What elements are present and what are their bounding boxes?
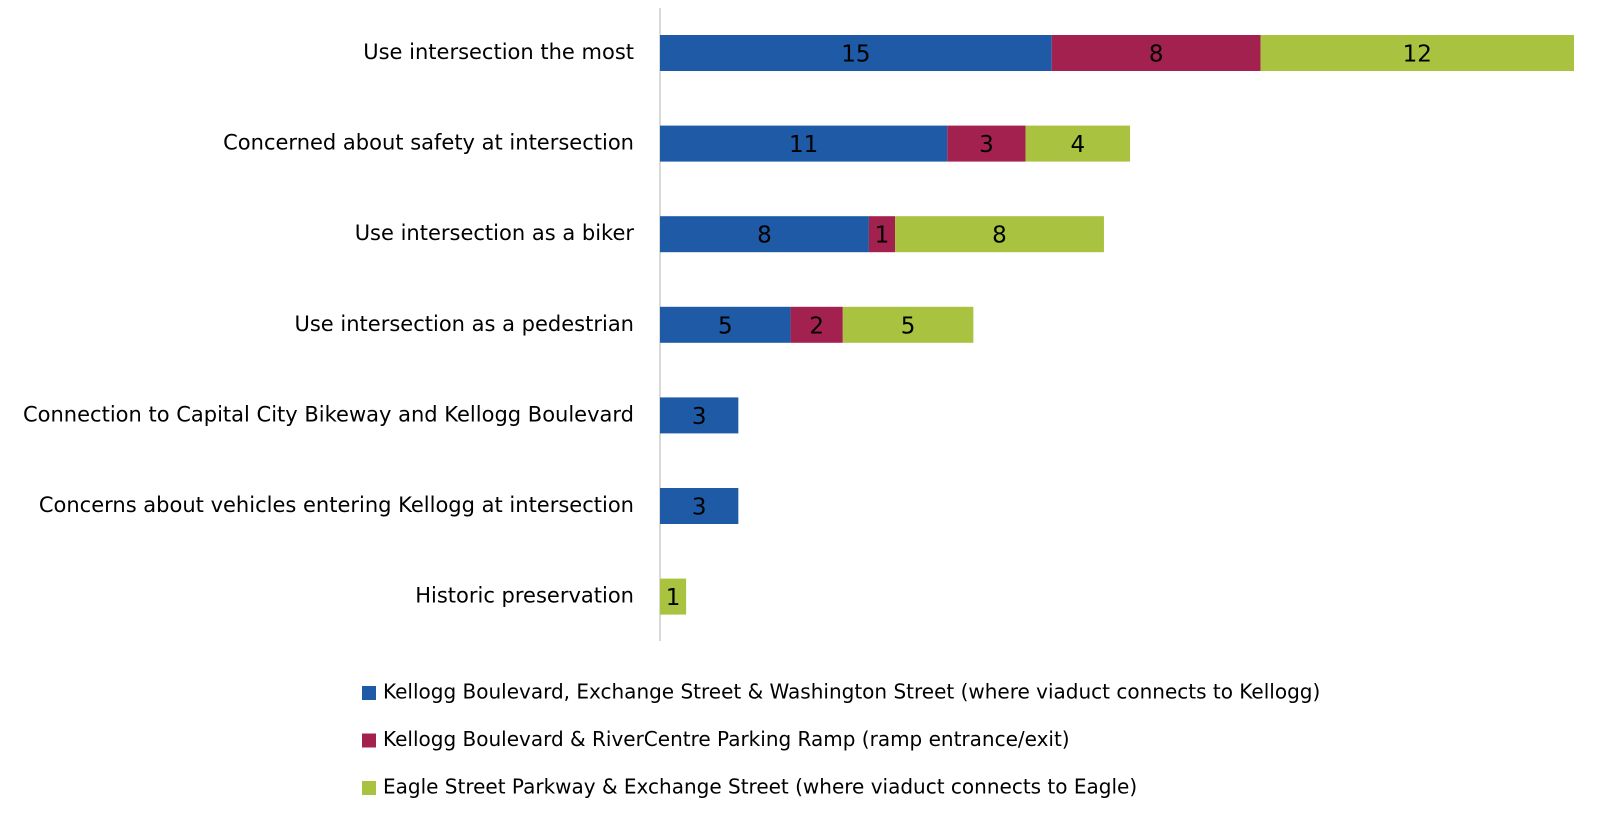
data-label: 4 <box>1071 132 1086 158</box>
data-label: 3 <box>692 495 707 521</box>
category-label: Use intersection as a biker <box>355 221 635 245</box>
data-label: 11 <box>789 132 818 158</box>
legend-swatch <box>362 781 376 795</box>
legend-swatch <box>362 686 376 700</box>
bar-segment <box>660 35 1052 71</box>
category-label: Use intersection the most <box>363 40 634 64</box>
legend-swatch <box>362 733 376 748</box>
bar-segment <box>660 216 869 253</box>
data-label: 8 <box>1149 42 1164 68</box>
data-label: 5 <box>718 313 733 339</box>
bar-segment <box>790 306 843 343</box>
bar-segment <box>842 306 974 343</box>
data-label: 3 <box>692 404 707 430</box>
legend-label: Eagle Street Parkway & Exchange Street (… <box>383 775 1137 799</box>
category-label: Connection to Capital City Bikeway and K… <box>23 402 634 426</box>
category-label: Historic preservation <box>415 584 634 608</box>
bar-segment <box>660 125 948 162</box>
bar-segment <box>660 397 739 434</box>
data-label: 2 <box>809 313 824 339</box>
data-label: 5 <box>901 313 916 339</box>
bar-segment <box>660 488 739 524</box>
bar-segment <box>895 216 1104 253</box>
data-label: 15 <box>841 42 870 68</box>
data-label: 8 <box>757 223 772 249</box>
bar-segment <box>660 306 791 343</box>
legend-label: Kellogg Boulevard, Exchange Street & Was… <box>383 680 1320 704</box>
bar-segment <box>660 578 687 615</box>
bar-segment <box>1051 35 1261 71</box>
bar-segment <box>947 125 1026 162</box>
data-label: 1 <box>875 223 890 249</box>
bar-segment <box>1260 35 1574 71</box>
data-label: 8 <box>992 223 1007 249</box>
data-label: 3 <box>979 132 994 158</box>
bar-segment <box>1025 125 1131 162</box>
legend-label: Kellogg Boulevard & RiverCentre Parking … <box>383 727 1070 751</box>
category-label: Use intersection as a pedestrian <box>295 312 635 336</box>
bar-segment <box>868 216 896 253</box>
category-label: Concerns about vehicles entering Kellogg… <box>39 493 634 517</box>
data-label: 12 <box>1403 42 1432 68</box>
data-label: 1 <box>666 585 681 611</box>
category-label: Concerned about safety at intersection <box>223 131 634 155</box>
